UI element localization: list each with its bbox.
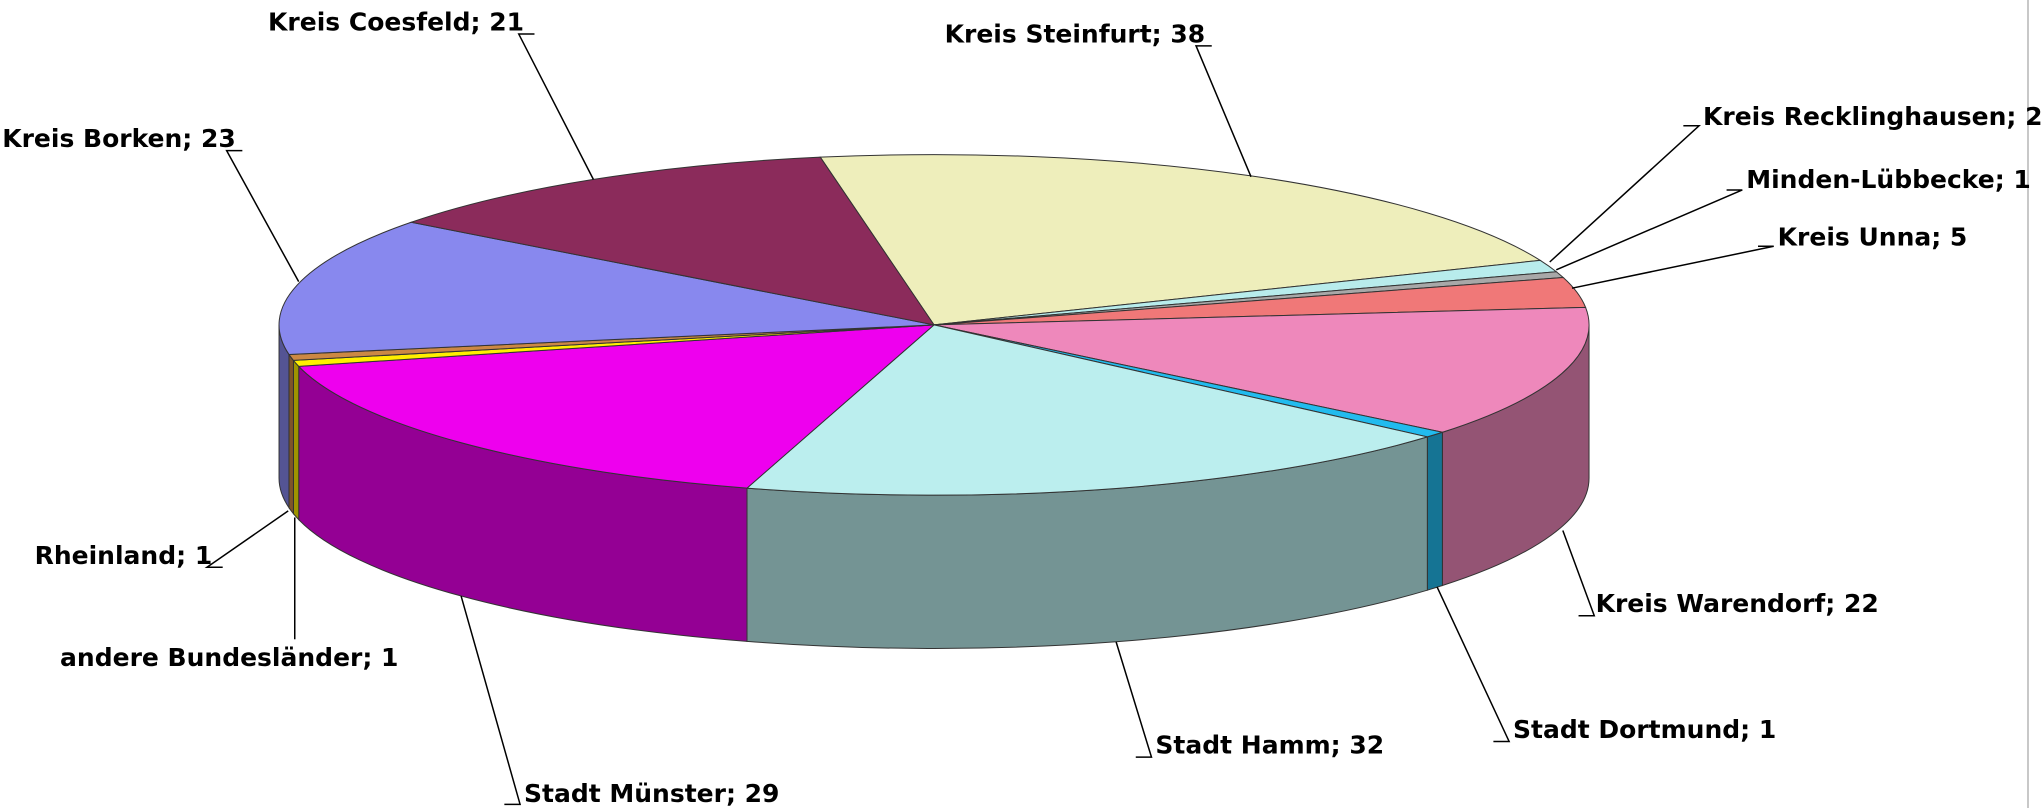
- data-label: Kreis Recklinghausen; 2: [1703, 102, 2043, 131]
- data-label: andere Bundesländer; 1: [60, 643, 398, 672]
- leader-line: [517, 33, 595, 180]
- pie-slice: [409, 156, 936, 326]
- data-label: Stadt Hamm; 32: [1155, 731, 1384, 760]
- leader-line: [1115, 641, 1153, 758]
- data-label: Minden-Lübbecke; 1: [1746, 165, 2031, 194]
- leader-line: [1562, 530, 1596, 617]
- pie-side: [1426, 431, 1443, 591]
- leader-line: [1194, 45, 1252, 178]
- data-label: Stadt Dortmund; 1: [1513, 715, 1776, 744]
- data-label: Stadt Münster; 29: [524, 779, 779, 808]
- pie-side: [292, 359, 300, 521]
- leader-line: [1555, 189, 1743, 271]
- data-label: Kreis Borken; 23: [2, 124, 236, 153]
- pie-slice: [933, 306, 1590, 433]
- pie-slice: [745, 324, 1430, 496]
- leader-line: [460, 595, 522, 806]
- leader-line: [1549, 125, 1702, 263]
- data-label: Kreis Steinfurt; 38: [945, 19, 1206, 48]
- leader-line: [1436, 586, 1511, 743]
- pie-slice: [278, 221, 935, 355]
- data-label: Rheinland; 1: [35, 541, 213, 570]
- pie-slice: [297, 324, 936, 489]
- pie-side: [288, 352, 294, 516]
- data-label: Kreis Unna; 5: [1778, 222, 1968, 251]
- data-label: Kreis Coesfeld; 21: [268, 8, 524, 37]
- leader-line: [204, 510, 289, 568]
- data-label: Kreis Warendorf; 22: [1596, 589, 1879, 618]
- leader-line: [225, 149, 300, 283]
- leader-line: [1571, 245, 1774, 289]
